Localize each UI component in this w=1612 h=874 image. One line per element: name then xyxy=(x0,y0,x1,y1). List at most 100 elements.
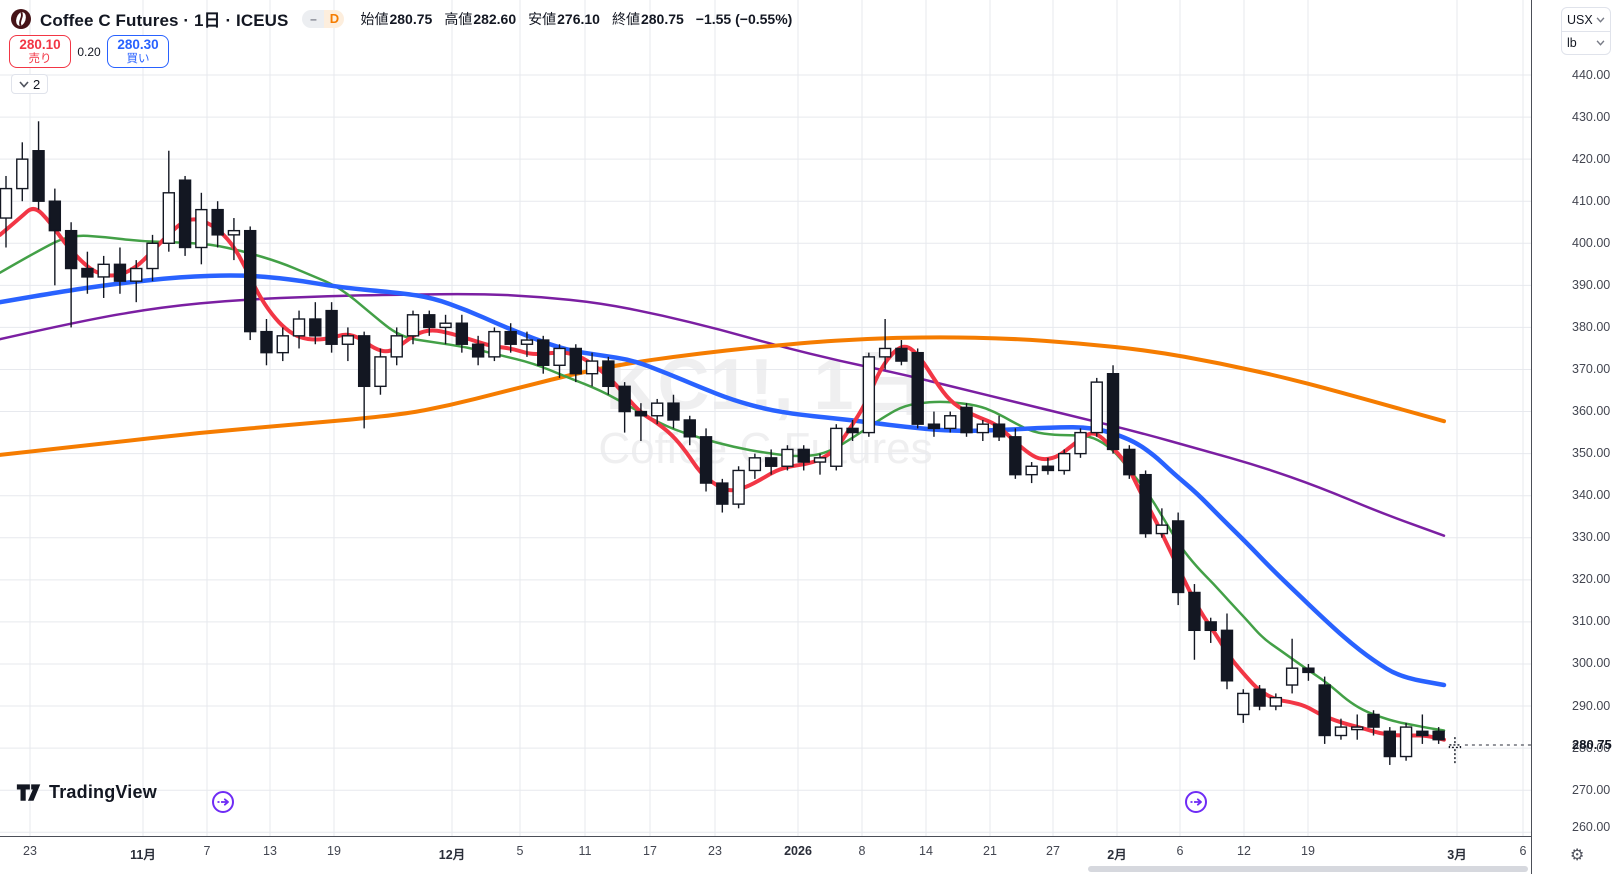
chevron-down-icon xyxy=(1596,40,1605,46)
candle xyxy=(520,331,534,357)
candle xyxy=(292,310,306,349)
market-status-icon[interactable]: – xyxy=(302,9,325,28)
candle xyxy=(1237,689,1250,723)
coffee-symbol-icon[interactable] xyxy=(10,8,32,30)
candle xyxy=(455,314,469,353)
candle xyxy=(423,310,436,336)
candle xyxy=(276,327,289,362)
candle xyxy=(1302,663,1315,681)
candle xyxy=(374,348,387,395)
candle xyxy=(553,344,566,378)
price-tick-label: 290.00 xyxy=(1572,698,1611,713)
objects-tree-chip[interactable]: 2 xyxy=(11,74,49,94)
unit-selector: USX lb xyxy=(1561,7,1611,55)
jump-to-date-icon[interactable] xyxy=(1184,790,1208,814)
gear-icon[interactable]: ⚙ xyxy=(1570,847,1585,864)
candle xyxy=(1367,710,1380,736)
time-tick-label: 6 xyxy=(1519,844,1527,858)
price-tick-label: 400.00 xyxy=(1572,235,1611,250)
time-tick-label: 23 xyxy=(23,844,37,858)
candle xyxy=(1025,462,1038,484)
spread-value: 0.20 xyxy=(77,44,101,59)
candle xyxy=(357,331,371,429)
time-tick-label: 5 xyxy=(516,844,524,858)
candle xyxy=(325,302,338,353)
open-label: 始値 xyxy=(360,10,389,27)
ma-green-line[interactable] xyxy=(0,234,1446,732)
candle xyxy=(1269,693,1283,711)
candle xyxy=(1416,714,1429,744)
candle xyxy=(1285,638,1299,694)
candle xyxy=(1399,722,1413,761)
price-tick-label: 410.00 xyxy=(1572,193,1611,208)
candle xyxy=(113,247,127,294)
candle xyxy=(830,424,843,471)
candle xyxy=(1383,727,1397,765)
unit-selector-row[interactable]: lb xyxy=(1562,31,1610,54)
candle xyxy=(602,356,615,395)
time-tick-label: 14 xyxy=(919,844,933,858)
symbol-title[interactable]: Coffee C Futures · 1日 · ICEUS xyxy=(40,11,289,30)
horizontal-scrollbar[interactable] xyxy=(1088,866,1528,872)
currency-selector[interactable]: USX xyxy=(1562,8,1610,31)
time-tick-label: 2026 xyxy=(784,844,812,858)
candle xyxy=(813,453,827,475)
candle xyxy=(97,255,110,298)
price-tick-label: 380.00 xyxy=(1572,319,1611,334)
candle xyxy=(1188,584,1201,660)
price-tick-label: 300.00 xyxy=(1572,656,1611,671)
candle xyxy=(651,398,664,425)
buy-label: 買い xyxy=(126,52,150,65)
candle xyxy=(846,419,859,442)
time-tick-label: 19 xyxy=(1301,844,1315,858)
candle-current xyxy=(1448,737,1462,765)
candle xyxy=(211,201,224,248)
time-tick-label: 12月 xyxy=(438,848,466,862)
tradingview-logo[interactable]: TradingView xyxy=(16,782,157,803)
candle xyxy=(1334,718,1348,740)
indicator-count: 2 xyxy=(33,76,41,92)
sell-label: 売り xyxy=(28,52,52,65)
candle xyxy=(471,335,485,366)
candle xyxy=(1074,428,1087,458)
buy-button[interactable]: 280.30 買い xyxy=(107,35,169,68)
price-tick-label: 320.00 xyxy=(1572,572,1611,587)
candle xyxy=(48,188,62,286)
candle xyxy=(390,327,403,366)
candle xyxy=(1106,365,1120,454)
price-tick-label: 420.00 xyxy=(1572,151,1611,166)
candle xyxy=(878,319,892,370)
chart-canvas[interactable] xyxy=(0,0,1531,836)
last-price-label: 280.75 xyxy=(1572,736,1612,752)
price-tick-label: 260.00 xyxy=(1572,820,1611,834)
candle xyxy=(992,415,1006,442)
candle xyxy=(162,150,176,252)
low-label: 安値 xyxy=(528,10,557,27)
price-tick-label: 340.00 xyxy=(1572,488,1611,503)
candle xyxy=(716,478,729,513)
candle xyxy=(64,222,78,328)
ma-orange-line[interactable] xyxy=(0,335,1446,457)
sell-button[interactable]: 280.10 売り xyxy=(9,35,71,68)
time-tick-label: 17 xyxy=(643,844,657,858)
time-tick-label: 19 xyxy=(327,844,341,858)
candle xyxy=(16,142,29,202)
status-badges: – D xyxy=(302,9,345,28)
ma-purple-line[interactable] xyxy=(0,292,1446,537)
low-value: 276.10 xyxy=(557,10,600,27)
daily-interval-badge[interactable]: D xyxy=(324,9,345,28)
jump-to-date-icon[interactable] xyxy=(211,790,235,814)
candle xyxy=(1432,727,1445,744)
ma-blue-line[interactable] xyxy=(0,273,1447,688)
axis-settings-cell: ⚙ xyxy=(1532,836,1612,874)
candle xyxy=(309,302,322,345)
candle xyxy=(0,175,13,248)
price-axis[interactable]: USX lb 440.00 430.00 420.00 410.00 400.00 390… xyxy=(1531,0,1612,874)
candle xyxy=(944,411,957,433)
time-tick-label: 11 xyxy=(578,844,592,858)
chevron-down-icon xyxy=(19,80,29,88)
chart-header: Coffee C Futures · 1日 · ICEUS – D 始値 280.… xyxy=(10,6,792,31)
candle xyxy=(781,445,794,471)
candle xyxy=(895,340,908,366)
candle xyxy=(81,251,94,294)
